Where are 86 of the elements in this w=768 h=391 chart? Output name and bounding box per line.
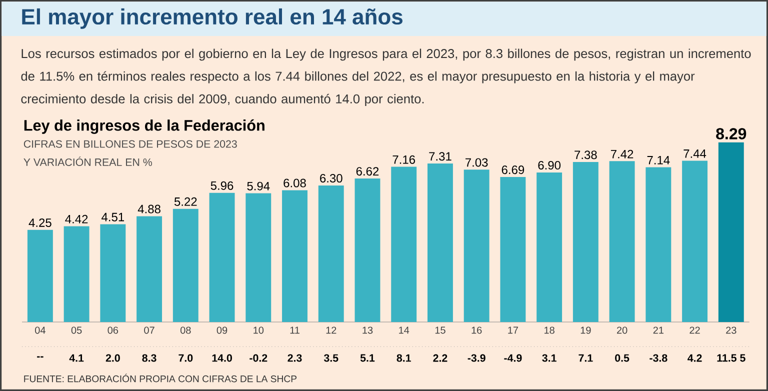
text: 7.1 <box>578 354 593 362</box>
text: 2.2 <box>433 354 448 362</box>
data-label: 7.38 <box>574 150 597 160</box>
text: Ley de ingresos de la Federación <box>24 119 264 134</box>
text: 4.1 <box>69 354 84 362</box>
data-label: 4.88 <box>138 204 160 214</box>
data-label: 6.30 <box>320 174 342 183</box>
bar <box>172 208 198 322</box>
bar <box>354 178 380 322</box>
data-label: 4.42 <box>65 214 88 224</box>
text: 5.1 <box>360 354 375 362</box>
text: 2.3 <box>288 354 302 362</box>
data-label: 5.94 <box>247 182 270 190</box>
data-label: 6.62 <box>356 167 379 176</box>
text: 2.0 <box>106 354 120 362</box>
x-tick-label: 13 <box>362 326 373 334</box>
data-label: 7.14 <box>647 156 670 164</box>
bar <box>500 176 526 322</box>
x-tick-label: 09 <box>216 326 228 334</box>
chart-subtitle: Los recursos estimados por el gobierno en la Ley de Ingresos para el 2023, por 8.3 billones de pesos, registran un incremento de 11.5% en términos reales respecto a los 7.44 billones del 2022, es el mayor presupuesto en la historia y el mayor crecimiento desde la crisis del 2009, cuando aumentó 14.0 por ciento. <box>21 48 751 106</box>
x-tick-label: 20 <box>616 326 628 334</box>
bar <box>136 216 162 322</box>
x-tick-label: 23 <box>726 326 736 334</box>
x-tick-label: 16 <box>472 326 482 334</box>
x-tick-label: 07 <box>144 326 154 334</box>
text: -3.8 <box>650 354 668 362</box>
x-tick-label: 21 <box>653 326 664 334</box>
bar <box>246 193 272 322</box>
x-tick-label: 15 <box>435 326 446 334</box>
text: 0.5 <box>615 354 630 362</box>
annotation: CIFRAS EN BILLONES DE PESOS DE 2023 <box>24 140 237 148</box>
data-label: 6.90 <box>538 161 561 170</box>
source-note: FUENTE: ELABORACIÓN PROPIA CON CIFRAS DE LA SHCP <box>24 374 297 382</box>
bar <box>282 190 308 322</box>
text: 8.3 <box>142 354 156 362</box>
bar <box>391 166 417 322</box>
x-tick-label: 04 <box>35 326 46 334</box>
data-label: 4.25 <box>28 218 52 227</box>
x-tick-label: 19 <box>580 326 591 334</box>
bar <box>646 167 672 322</box>
data-label: 6.69 <box>502 166 524 174</box>
bar <box>682 160 708 322</box>
data-label: 7.16 <box>392 155 415 164</box>
x-tick-label: 10 <box>254 326 264 334</box>
bar <box>572 162 598 322</box>
annotation: Y VARIACIÓN REAL EN % <box>24 156 152 166</box>
text: -3.9 <box>468 354 486 362</box>
x-tick-label: 08 <box>180 326 191 334</box>
data-label: 6.08 <box>284 178 306 188</box>
bar <box>609 161 635 322</box>
bar <box>427 164 453 322</box>
text: 8.1 <box>396 354 411 362</box>
x-tick-label: 18 <box>544 326 554 334</box>
data-label: 7.44 <box>684 150 706 158</box>
x-tick-label: 05 <box>71 326 82 334</box>
text: -- <box>37 356 44 358</box>
x-tick-label: 22 <box>690 326 700 334</box>
bar <box>464 170 490 322</box>
bar <box>209 192 235 322</box>
bar <box>718 142 744 322</box>
x-tick-label: 14 <box>399 326 410 334</box>
data-label: 7.31 <box>429 152 452 161</box>
text: 3.5 <box>324 354 338 362</box>
text: 14.0 <box>212 354 232 362</box>
data-label: 4.51 <box>102 212 124 222</box>
data-label: 5.22 <box>174 197 197 206</box>
data-label: 5.96 <box>210 181 234 190</box>
x-tick-label: 12 <box>326 326 336 334</box>
bar <box>27 230 53 322</box>
chart-title: El mayor incremento real en 14 años <box>22 8 402 29</box>
text: -0.2 <box>250 354 268 362</box>
bar <box>64 226 90 322</box>
text: 7.0 <box>178 354 193 362</box>
bar <box>318 185 344 322</box>
data-label: 7.42 <box>610 150 634 158</box>
text: 3.1 <box>542 354 556 362</box>
data-label: 8.29 <box>716 128 746 140</box>
text: 4.2 <box>688 354 702 362</box>
x-tick-label: 17 <box>508 326 518 334</box>
x-tick-label: 06 <box>108 326 118 334</box>
x-tick-label: 11 <box>290 326 300 334</box>
data-label: 7.03 <box>466 158 488 167</box>
bar <box>100 224 126 322</box>
text: 11.5 5 <box>717 354 746 362</box>
text: -4.9 <box>504 354 522 362</box>
bar <box>536 172 562 322</box>
